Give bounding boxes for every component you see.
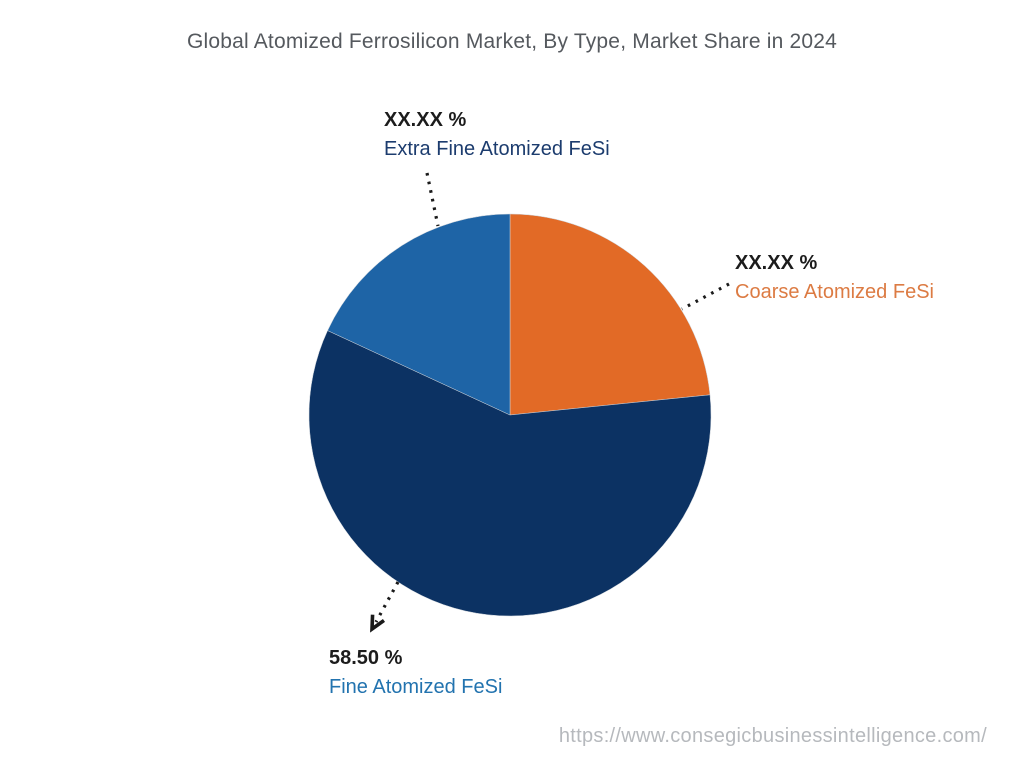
annotation-fine-label: Fine Atomized FeSi	[329, 676, 503, 698]
pie-slice-extra-fine-atomized-fesi	[327, 213, 511, 416]
annotation-fine: 58.50 % Fine Atomized FeSi	[329, 645, 502, 700]
chart-title: Global Atomized Ferrosilicon Market, By …	[186, 30, 838, 53]
watermark-url: https://www.consegicbusinessintelligence…	[558, 725, 987, 747]
pie-slice-fine-atomized-fesi	[308, 330, 712, 617]
annotation-coarse-label: Coarse Atomized FeSi	[735, 281, 934, 303]
leader-arrowhead-fine	[370, 614, 386, 633]
annotation-fine-value: 58.50 %	[329, 647, 403, 669]
annotation-coarse-value: XX.XX %	[735, 252, 818, 274]
annotation-extra-fine-value: XX.XX %	[384, 109, 467, 131]
leader-line-fine	[374, 581, 400, 623]
annotation-extra-fine-label: Extra Fine Atomized FeSi	[384, 138, 610, 160]
annotation-extra-fine: XX.XX % Extra Fine Atomized FeSi	[384, 107, 610, 162]
leader-line-extra-fine	[425, 172, 440, 227]
pie-slices	[308, 213, 712, 617]
annotation-coarse: XX.XX % Coarse Atomized FeSi	[735, 250, 934, 305]
leader-line-coarse	[681, 282, 730, 311]
pie-slice-coarse-atomized-fesi	[509, 213, 711, 416]
